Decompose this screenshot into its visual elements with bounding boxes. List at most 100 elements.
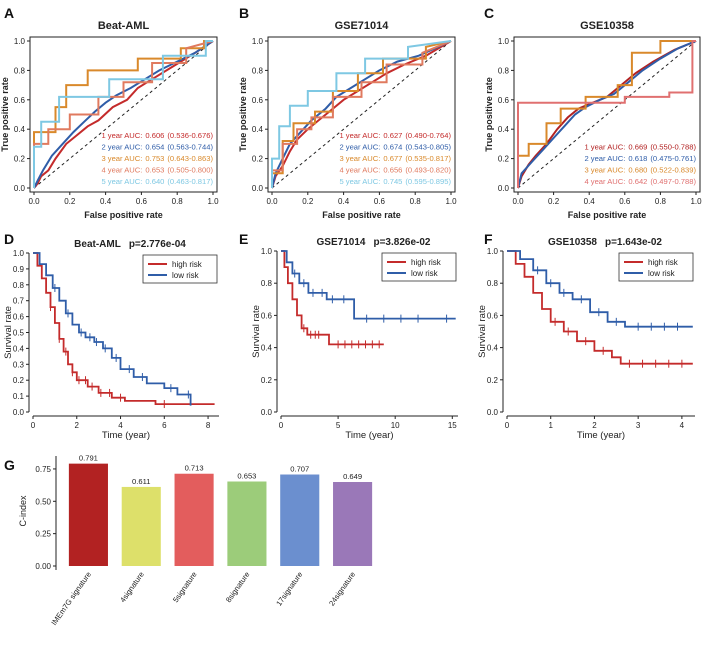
legend-ci: (0.543-0.805) <box>405 143 451 152</box>
legend-ci: (0.550-0.788) <box>650 143 696 152</box>
bar <box>280 474 320 566</box>
chart-pvalue: p=1.643e-02 <box>605 237 662 248</box>
legend-label: 4 year AUC: <box>584 177 625 186</box>
y-axis-label: C-index <box>18 495 28 527</box>
x-tick-label: 0.8 <box>172 197 184 206</box>
panel-f: F GSE10358 p=1.643e-02 0 1 2 3 4 0.0 0.2 0.4 0.6 0.8… <box>477 231 695 441</box>
x-tick-label: 4 <box>118 421 123 430</box>
y-tick-label: 0.2 <box>487 376 499 385</box>
legend-entry: 1 year AUC: 0.627 (0.490-0.764) <box>339 131 451 140</box>
series-line-4-year <box>517 40 696 188</box>
legend-auc: 0.680 <box>628 166 647 175</box>
legend-auc: 0.640 <box>145 177 164 186</box>
y-tick-label: 0.0 <box>14 184 26 193</box>
chart-title: Beat-AML <box>74 239 121 250</box>
x-tick-label: 0 <box>31 421 36 430</box>
panel-label: G <box>4 457 15 473</box>
legend-auc: 0.656 <box>383 166 402 175</box>
bar <box>333 482 373 566</box>
x-category-label: IMEm7G signature <box>49 570 93 627</box>
y-tick-label: 0.1 <box>13 392 25 401</box>
y-tick-label: 0.6 <box>261 311 273 320</box>
legend-label: high risk <box>648 258 679 267</box>
x-category-label: 5signature <box>171 570 199 604</box>
x-tick-label: 0.4 <box>584 197 596 206</box>
y-tick-label: 0.6 <box>252 96 264 105</box>
legend-label: 3 year AUC: <box>339 154 380 163</box>
x-tick-label: 0.8 <box>655 197 667 206</box>
series-line-low-risk <box>281 250 456 320</box>
legend-auc: 0.627 <box>383 131 402 140</box>
y-tick-label: 0.00 <box>35 562 51 571</box>
y-tick-label: 1.0 <box>261 247 273 256</box>
y-tick-label: 0.4 <box>13 344 25 353</box>
legend-label: 4 year AUC: <box>339 166 380 175</box>
legend-entry: 5 year AUC: 0.640 (0.463-0.817) <box>101 177 213 186</box>
y-tick-label: 0.4 <box>498 125 510 134</box>
y-tick-label: 0.6 <box>13 313 25 322</box>
y-tick-label: 1.0 <box>498 37 510 46</box>
x-tick-label: 1.0 <box>207 197 219 206</box>
series-line-1-year <box>33 40 214 189</box>
legend-auc: 0.745 <box>383 177 402 186</box>
y-tick-label: 0.4 <box>487 344 499 353</box>
chart-title-group: Beat-AML p=2.776e-04 <box>74 239 186 250</box>
legend-ci: (0.490-0.764) <box>405 131 451 140</box>
y-tick-label: 0.8 <box>487 279 499 288</box>
x-tick-label: 0.2 <box>302 197 314 206</box>
series-line-5-year <box>271 40 452 188</box>
legend-ci: (0.505-0.800) <box>167 166 213 175</box>
legend-ci: (0.563-0.744) <box>167 143 213 152</box>
legend-ci: (0.497-0.788) <box>650 177 696 186</box>
y-tick-label: 0.50 <box>35 497 51 506</box>
x-tick-label: 0.0 <box>512 197 524 206</box>
panel-c: C GSE10358 0.0 0.2 0.4 0.6 0.8 1.0 0.0 0.2 0.4 0.6 0… <box>484 5 702 220</box>
x-tick-label: 15 <box>448 421 457 430</box>
legend-label: 5 year AUC: <box>101 177 142 186</box>
legend-auc: 0.674 <box>383 143 402 152</box>
legend-auc: 0.618 <box>628 154 647 163</box>
legend-entry: 3 year AUC: 0.753 (0.643-0.863) <box>101 154 213 163</box>
series-line-2-year <box>271 40 452 189</box>
y-tick-label: 0.2 <box>252 155 264 164</box>
legend-label: 2 year AUC: <box>101 143 142 152</box>
x-tick-label: 0.6 <box>136 197 148 206</box>
legend-auc: 0.606 <box>145 131 164 140</box>
legend-entry: 3 year AUC: 0.680 (0.522-0.839) <box>584 166 696 175</box>
plot-frame <box>29 36 218 193</box>
x-tick-label: 0.0 <box>266 197 278 206</box>
x-axis-label: Time (year) <box>577 430 625 441</box>
series-line-low-risk <box>33 252 192 406</box>
y-tick-label: 0.6 <box>487 311 499 320</box>
x-tick-label: 1.0 <box>445 197 457 206</box>
x-category-label: 8signature <box>224 570 252 604</box>
y-axis-label: True positive rate <box>484 77 494 152</box>
x-category-label: 17signature <box>274 570 304 608</box>
chart-title: GSE71014 <box>335 20 390 32</box>
x-tick-label: 0.8 <box>410 197 422 206</box>
x-axis-label: False positive rate <box>568 210 647 220</box>
bar <box>121 486 161 566</box>
y-tick-label: 0.2 <box>14 155 26 164</box>
chart-pvalue: p=2.776e-04 <box>129 239 186 250</box>
x-tick-label: 3 <box>636 421 641 430</box>
x-category-label: 24signature <box>327 570 357 608</box>
y-tick-label: 0.8 <box>252 66 264 75</box>
legend-entry: 1 year AUC: 0.606 (0.536-0.676) <box>101 131 213 140</box>
series-line-high-risk <box>33 252 215 405</box>
panel-label: F <box>484 231 493 247</box>
x-axis-label: False positive rate <box>322 210 401 220</box>
y-tick-label: 1.0 <box>13 249 25 258</box>
x-axis-label: Time (year) <box>345 430 393 441</box>
bar-value-label: 0.791 <box>79 454 98 463</box>
legend-label: low risk <box>411 269 439 278</box>
legend-label: 3 year AUC: <box>584 166 625 175</box>
x-tick-label: 0.4 <box>338 197 350 206</box>
chart-pvalue: p=3.826e-02 <box>373 237 430 248</box>
legend-entry: 1 year AUC: 0.669 (0.550-0.788) <box>584 143 696 152</box>
diagonal-reference-line <box>517 40 697 189</box>
plot-frame <box>513 36 701 193</box>
legend-ci: (0.463-0.817) <box>167 177 213 186</box>
